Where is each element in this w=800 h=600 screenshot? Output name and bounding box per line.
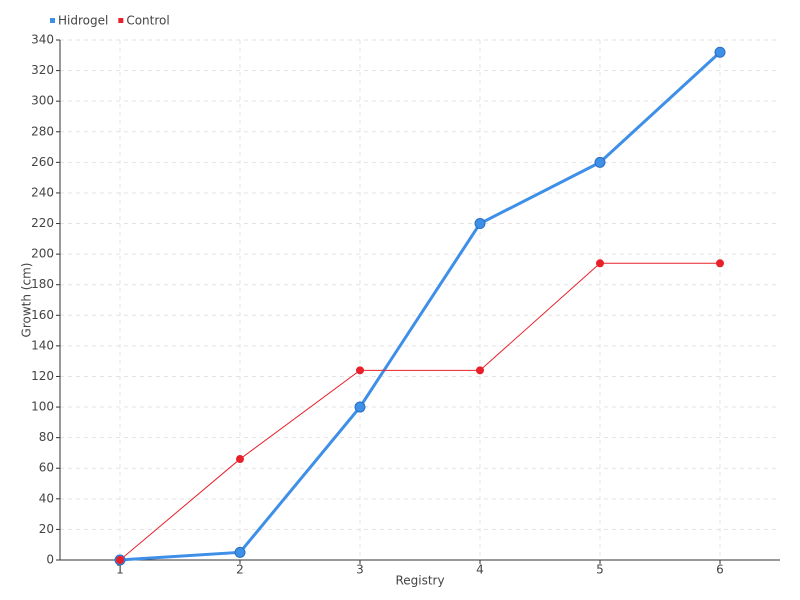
x-axis-label: Registry: [395, 574, 444, 588]
y-tick-label: 200: [31, 247, 54, 261]
y-tick-label: 140: [31, 338, 54, 352]
y-tick-label: 340: [31, 33, 54, 47]
x-tick-label: 1: [116, 563, 124, 577]
data-point: [234, 546, 246, 558]
data-point: [716, 259, 724, 268]
x-tick-label: 4: [476, 563, 484, 577]
x-tick-label: 6: [716, 563, 724, 577]
y-axis-label: Growth (cm): [20, 263, 34, 338]
y-tick-label: 0: [46, 553, 54, 567]
y-tick-label: 80: [39, 430, 54, 444]
y-tick-label: 260: [31, 155, 54, 169]
data-point: [714, 46, 726, 58]
data-point: [354, 401, 366, 413]
data-point: [596, 259, 604, 268]
data-point: [476, 366, 484, 375]
legend-swatch: [50, 18, 55, 23]
y-tick-label: 300: [31, 94, 54, 108]
y-tick-label: 40: [39, 491, 54, 505]
y-tick-label: 60: [39, 461, 54, 475]
y-tick-label: 180: [31, 277, 54, 291]
x-tick-label: 2: [236, 563, 244, 577]
legend-swatch: [118, 18, 124, 23]
data-point: [594, 156, 606, 168]
x-tick-label: 3: [356, 563, 364, 577]
x-tick-label: 5: [596, 563, 604, 577]
y-tick-label: 100: [31, 400, 54, 414]
y-tick-label: 20: [39, 522, 54, 536]
data-point: [474, 218, 486, 230]
y-tick-label: 320: [31, 63, 54, 77]
data-point: [236, 455, 244, 464]
y-tick-label: 120: [31, 369, 54, 383]
series-line: [119, 51, 722, 562]
legend-label: Hidrogel: [58, 14, 108, 28]
data-point: [116, 556, 124, 564]
series-line: [119, 262, 720, 561]
data-point: [356, 366, 364, 375]
y-tick-label: 160: [31, 308, 54, 322]
y-tick-label: 280: [31, 124, 54, 138]
y-tick-label: 220: [31, 216, 54, 230]
y-tick-label: 240: [31, 185, 54, 199]
legend-label: Control: [126, 14, 169, 28]
